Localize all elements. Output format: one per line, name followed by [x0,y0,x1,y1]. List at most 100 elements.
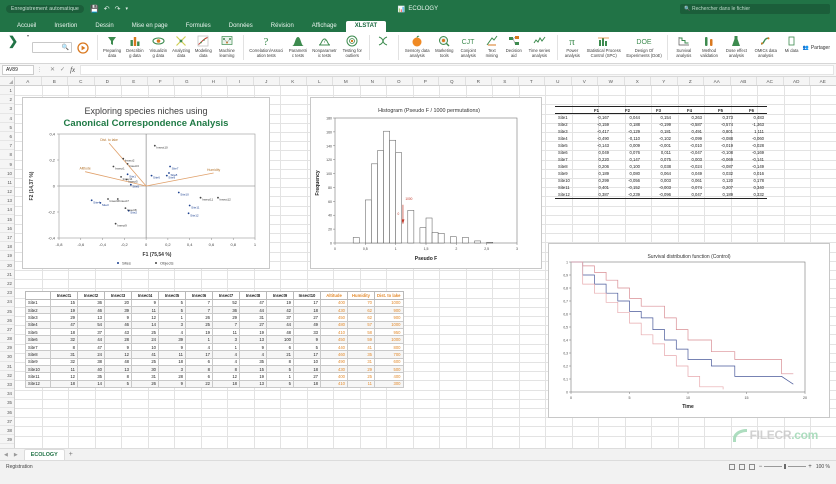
table-row[interactable]: Site7 8 47 9 10 9 4 1 9 6 5 440 41 800 [25,342,404,352]
column-header-W[interactable]: W [598,77,625,85]
row-header-16[interactable]: 16 [0,224,14,233]
ribbon-item-machine-learning[interactable]: Machine learning [214,32,239,63]
table-row[interactable]: Site3 -0,417 -0,129 0,181 0,491 0,801 1,111 [555,128,767,135]
customize-qat-icon[interactable]: ▾ [125,5,128,12]
row-header-19[interactable]: 19 [0,251,14,261]
row-header-12[interactable]: 12 [0,187,14,197]
table-row[interactable]: Site1 15 36 20 9 5 7 52 47 19 17 400 70 1000 [25,298,404,307]
ribbon-item-modeling-data[interactable]: Modeling data [192,32,214,63]
row-header-6[interactable]: 6 [0,132,14,142]
ribbon-item-spc[interactable]: Statistical Process Control (SPC) [584,32,624,63]
row-header-32[interactable]: 32 [0,371,14,380]
table-row[interactable]: Site6 32 44 28 24 39 1 3 13 100 9 450 59 1000 [25,335,404,344]
table-row[interactable]: Site9 32 38 48 25 18 6 4 35 8 10 490 31 600 [25,357,404,367]
ribbon-item-preparing-data[interactable]: Preparing data [101,32,123,63]
table-row[interactable]: Site7 0,220 0,147 0,075 0,003 -0,069 -0,141 [555,156,767,163]
row-header-2[interactable]: 2 [0,95,14,105]
zoom-level[interactable]: 100 % [815,463,830,470]
column-header-O[interactable]: O [386,77,413,85]
row-header-10[interactable]: 10 [0,169,14,178]
row-header-23[interactable]: 23 [0,288,14,298]
tab-revision[interactable]: Révision [270,23,294,29]
table-row[interactable]: Site11 0,401 -0,152 -0,003 0,074 0,207 0,340 [555,184,767,191]
zoom-in-icon[interactable]: + [808,463,812,470]
redo-icon[interactable]: ↷ [114,5,121,13]
column-header-AC[interactable]: AC [757,77,784,85]
xlstat-menu-caret[interactable]: ▾ [26,33,29,38]
ribbon-item-conjoint-analysis[interactable]: CJT Conjoint analysis [456,32,481,63]
pca-table[interactable]: F1 F2 F3 F4 F5 F6 Site1 -0,167 0,044 0,154 0,263 0,… [555,106,767,200]
tab-dessin[interactable]: Dessin [95,23,114,29]
row-header-13[interactable]: 13 [0,196,14,206]
cca-chart[interactable]: Exploring species niches using Canonical… [22,97,270,269]
row-header-28[interactable]: 28 [0,334,14,344]
row-header-18[interactable]: 18 [0,242,14,252]
column-header-I[interactable]: I [227,77,254,85]
column-header-V[interactable]: V [572,77,598,85]
table-row[interactable]: Site2 19 46 39 11 5 7 36 44 42 18 430 62 900 [25,305,404,315]
row-header-7[interactable]: 7 [0,141,14,151]
row-header-20[interactable]: 20 [0,261,14,270]
row-header-35[interactable]: 35 [0,398,14,408]
sheet-canvas[interactable]: Exploring species niches using Canonical… [15,86,836,448]
row-header-25[interactable]: 25 [0,307,14,316]
ribbon-search-input[interactable]: 🔍 [32,42,72,53]
sheet-nav-last-icon[interactable]: ▶ [13,451,20,458]
table-row[interactable]: Site5 18 37 43 25 4 19 11 19 48 33 410 58 950 [25,328,404,337]
column-header-Q[interactable]: Q [439,77,466,85]
ribbon-item-analyzing-data[interactable]: Analyzing data [170,32,192,63]
ribbon-item-text-mining[interactable]: Text mining [481,32,503,63]
column-header-R[interactable]: R [466,77,492,85]
select-all-button[interactable] [0,77,15,85]
ribbon-item-parametric-tests[interactable]: Parametric tests [286,32,310,63]
table-row[interactable]: Site1 -0,167 0,044 0,154 0,263 0,373 0,483 [555,114,767,121]
row-header-3[interactable]: 3 [0,104,14,114]
ribbon-item-method-validation[interactable]: Method validation [696,32,722,63]
column-header-T[interactable]: T [519,77,545,85]
column-header-AD[interactable]: AD [784,77,810,85]
ribbon-item-correlation-association-tests[interactable]: ? Correlation/Association tests [247,32,286,63]
table-row[interactable]: Site4 47 54 46 14 3 25 7 27 44 49 480 57 1000 [25,320,404,330]
tab-xlstat[interactable]: XLSTAT [345,21,387,32]
add-sheet-button[interactable]: + [68,451,73,458]
column-header-F[interactable]: F [148,77,174,85]
row-header-34[interactable]: 34 [0,389,14,399]
ribbon-item-dose-effect-analysis[interactable]: Dose effect analysis [722,32,751,63]
row-header-5[interactable]: 5 [0,123,14,132]
ribbon-item-nonparametric-tests[interactable]: ? Nonparametric tests [310,32,339,63]
name-box[interactable]: AV89 [2,65,34,75]
table-row[interactable]: Site3 29 13 9 12 1 26 29 31 37 27 450 62 900 [25,313,404,322]
ribbon-item-testing-for-outliers[interactable]: Testing for outliers [339,32,366,63]
column-header-A[interactable]: A [15,77,42,85]
save-icon[interactable]: 💾 [90,5,99,13]
column-header-K[interactable]: K [280,77,307,85]
ribbon-item-marketing-tools[interactable]: Marketing tools [433,32,456,63]
ribbon-item-omics-dna[interactable] [373,32,395,63]
ribbon-item-describing-data[interactable]: Describing data [123,32,146,63]
tab-insertion[interactable]: Insertion [54,23,78,29]
row-header-21[interactable]: 21 [0,270,14,279]
ribbon-item-sensory-data-analysis[interactable]: Sensory data analysis [402,32,433,63]
row-header-27[interactable]: 27 [0,325,14,335]
row-header-29[interactable]: 29 [0,343,14,353]
row-header-24[interactable]: 24 [0,297,14,307]
tab-mise-en-page[interactable]: Mise en page [131,23,168,29]
column-header-B[interactable]: B [42,77,68,85]
column-header-D[interactable]: D [95,77,121,85]
row-header-15[interactable]: 15 [0,215,14,224]
xlstat-menu-button[interactable]: ❯ [2,32,24,63]
ribbon-item-omics-data-analysis[interactable]: OMICs data analysis [751,32,781,63]
run-button[interactable] [72,32,94,63]
column-header-P[interactable]: P [413,77,439,85]
column-header-AA[interactable]: AA [704,77,731,85]
ribbon-item-visualizing-data[interactable]: Visualizing data [147,32,170,63]
zoom-out-icon[interactable]: − [758,463,763,470]
row-header-22[interactable]: 22 [0,279,14,289]
column-header-L[interactable]: L [307,77,333,85]
row-header-1[interactable]: 1 [0,86,14,96]
row-header-14[interactable]: 14 [0,205,14,215]
formula-input[interactable] [80,65,834,75]
row-header-8[interactable]: 8 [0,150,14,160]
row-header-33[interactable]: 33 [0,380,14,390]
column-header-AE[interactable]: AE [810,77,836,85]
